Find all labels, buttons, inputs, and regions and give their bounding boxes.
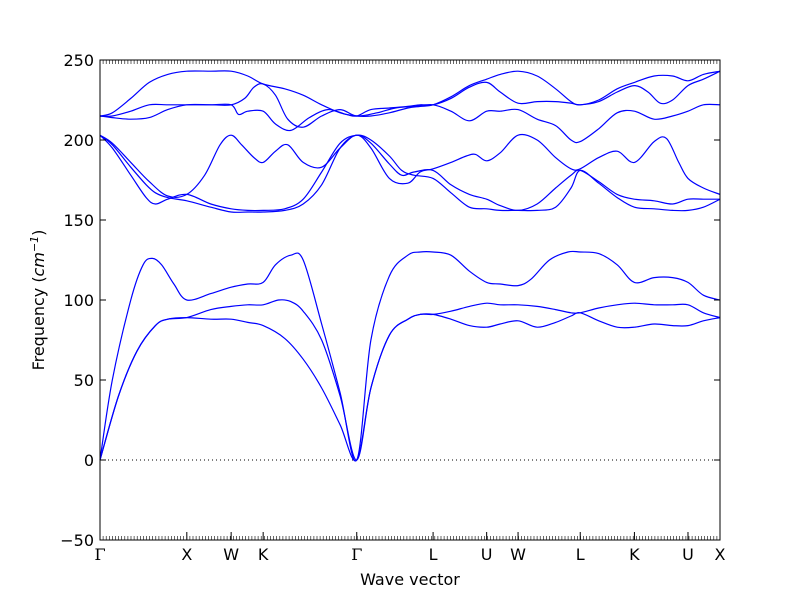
band-9-line [99, 70, 721, 117]
y-axis-title-unit: cm [29, 252, 48, 276]
band-6-line [99, 133, 721, 198]
y-axis-title-text: Frequency ( [29, 276, 48, 370]
y-axis-title-close: ) [29, 230, 48, 236]
x-axis-title: Wave vector [360, 570, 460, 589]
x-tick-label: L [429, 545, 438, 564]
y-tick-label: 250 [63, 51, 94, 70]
y-tick-label: −50 [60, 531, 94, 550]
y-tick-label: 50 [74, 371, 94, 390]
y-tick-label: 150 [63, 211, 94, 230]
band-4-line [99, 134, 721, 212]
y-tick-label: 0 [84, 451, 94, 470]
band-3-line [99, 250, 721, 462]
x-tick-label: U [682, 545, 694, 564]
x-tick-label: W [223, 545, 239, 564]
y-axis-title: Frequency (cm−1) [28, 230, 48, 371]
x-tick-label: X [715, 545, 726, 564]
x-tick-label: X [181, 545, 192, 564]
x-tick-label: Γ [351, 545, 362, 564]
band-7-line [99, 83, 721, 144]
x-tick-label: Γ [94, 545, 105, 564]
y-axis-title-exponent: −1 [28, 236, 41, 252]
y-tick-label: 200 [63, 131, 94, 150]
band-2-line [99, 299, 721, 461]
y-tick-label: 100 [63, 291, 94, 310]
band-8-line [99, 70, 721, 132]
band-1-line [99, 312, 721, 462]
x-tick-label: K [629, 545, 640, 564]
band-5-line [99, 134, 720, 213]
x-tick-label: W [510, 545, 526, 564]
x-tick-label: U [481, 545, 493, 564]
x-tick-label: K [258, 545, 269, 564]
series-layer [99, 70, 721, 462]
x-tick-label: L [576, 545, 585, 564]
plot-frame [99, 59, 721, 541]
